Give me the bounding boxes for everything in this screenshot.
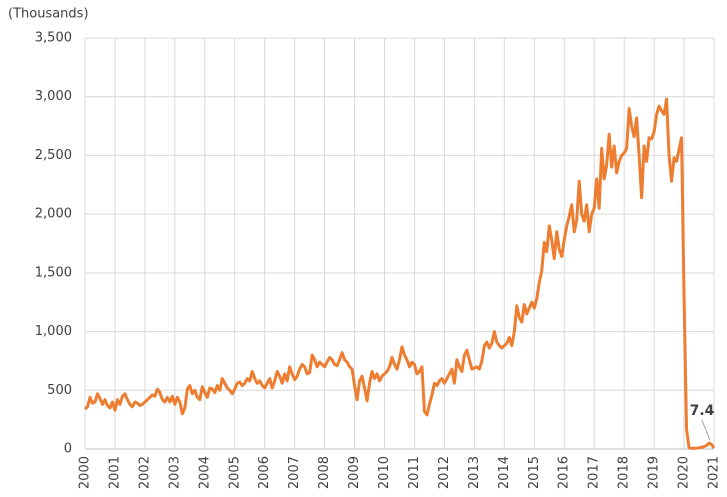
x-tick-label: 2017 bbox=[587, 456, 602, 489]
x-tick-label: 2004 bbox=[197, 456, 212, 489]
x-tick-label: 2009 bbox=[347, 456, 362, 489]
leader-line bbox=[701, 419, 711, 441]
x-tick-label: 2002 bbox=[137, 456, 152, 489]
x-tick-label: 2018 bbox=[617, 456, 632, 489]
x-tick-label: 2020 bbox=[677, 456, 692, 489]
x-tick-label: 2010 bbox=[377, 456, 392, 489]
y-tick-label: 500 bbox=[47, 383, 72, 398]
x-tick-label: 2012 bbox=[437, 456, 452, 489]
x-tick-label: 2013 bbox=[467, 456, 482, 489]
x-tick-label: 2014 bbox=[497, 456, 512, 489]
x-tick-label: 2015 bbox=[527, 456, 542, 489]
y-tick-label: 2,000 bbox=[35, 207, 72, 222]
y-tick-label: 3,000 bbox=[35, 89, 72, 104]
data-line bbox=[83, 97, 716, 450]
x-tick-label: 2016 bbox=[557, 456, 572, 489]
x-tick-label: 2007 bbox=[287, 456, 302, 489]
x-tick-label: 2005 bbox=[227, 456, 242, 489]
y-tick-label: 3,500 bbox=[35, 31, 72, 46]
y-tick-label: 1,000 bbox=[35, 324, 72, 339]
x-tick-label: 2003 bbox=[167, 456, 182, 489]
x-tick-label: 2021 bbox=[707, 456, 722, 489]
value-label: 7.4 bbox=[690, 403, 715, 419]
y-tick-label: 2,500 bbox=[35, 148, 72, 163]
y-tick-label: 1,500 bbox=[35, 265, 72, 280]
x-tick-label: 2008 bbox=[317, 456, 332, 489]
x-tick-label: 2019 bbox=[647, 456, 662, 489]
x-tick-label: 2001 bbox=[107, 456, 122, 489]
x-tick-label: 2000 bbox=[78, 456, 93, 489]
y-tick-label: 0 bbox=[64, 442, 72, 457]
y-axis-label: (Thousands) bbox=[8, 7, 89, 22]
x-tick-label: 2006 bbox=[257, 456, 272, 489]
x-tick-label: 2011 bbox=[407, 456, 422, 489]
